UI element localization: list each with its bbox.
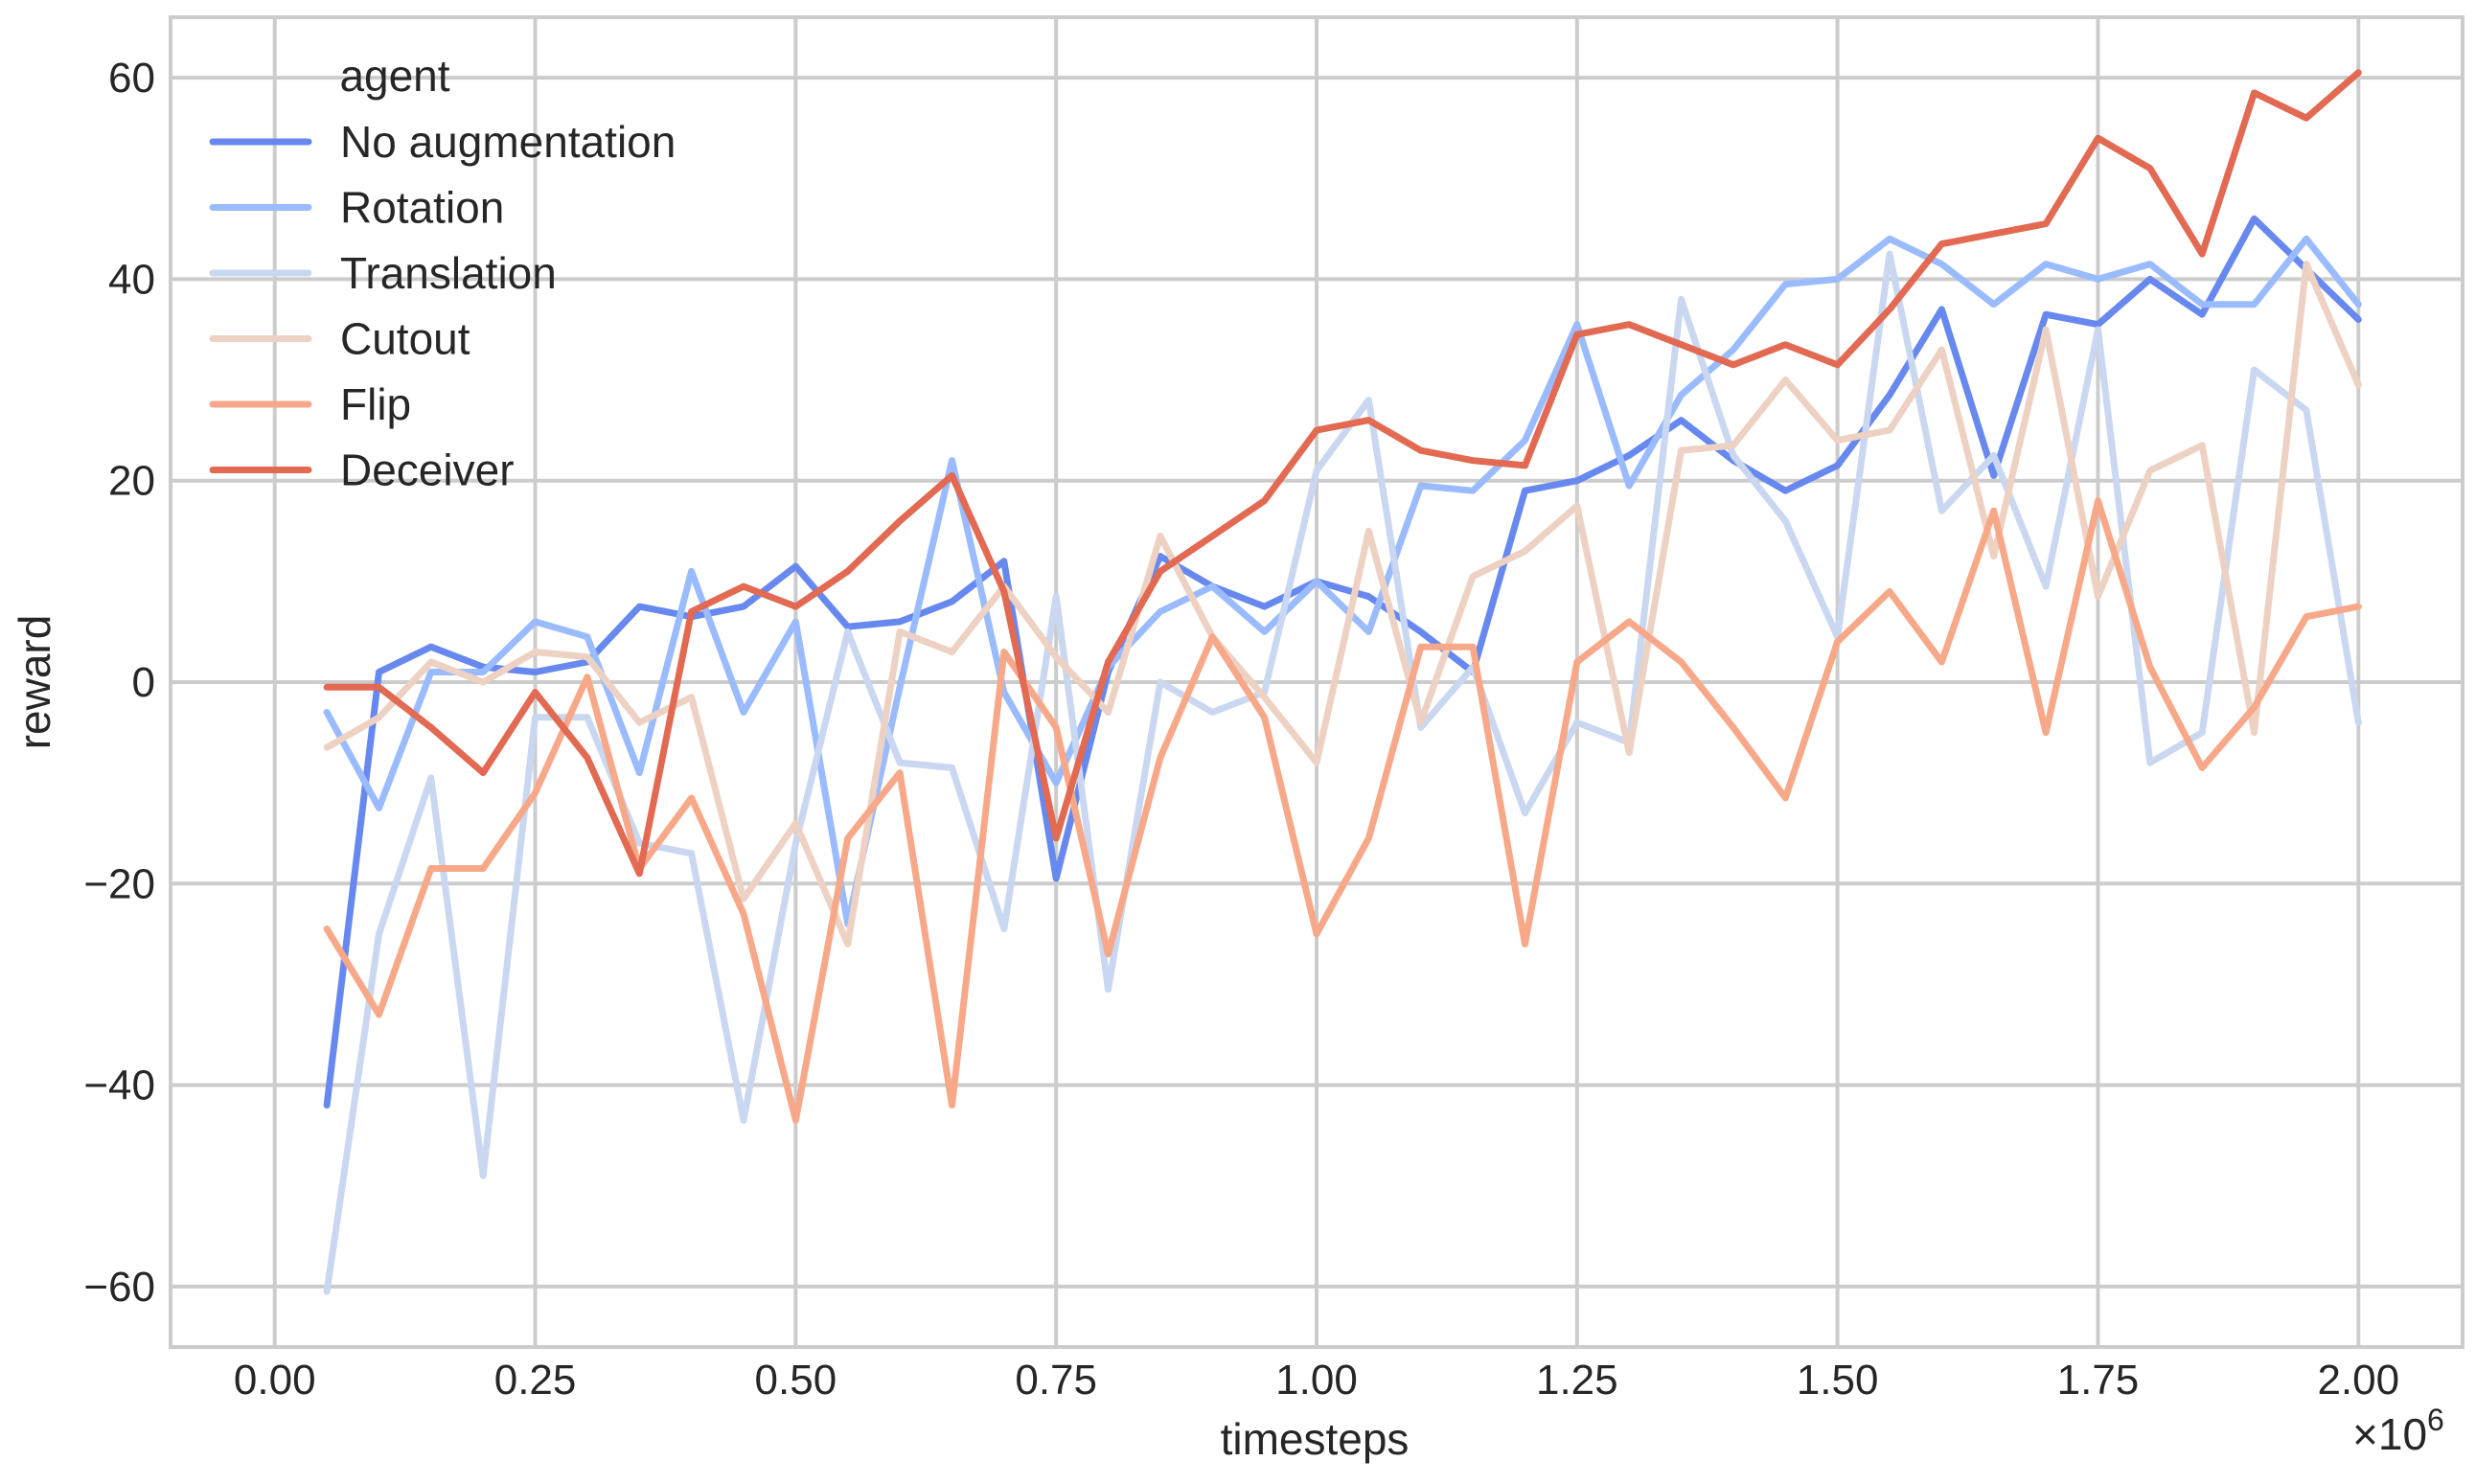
y-tick-label: 60 [108, 55, 155, 102]
y-tick-label: −40 [83, 1062, 155, 1109]
x-tick-label: 1.25 [1536, 1357, 1618, 1404]
x-tick-label: 1.75 [2057, 1357, 2140, 1404]
series-line-no-augmentation [323, 215, 2362, 1109]
x-tick-label: 0.75 [1015, 1357, 1097, 1404]
x-tick-label: 0.25 [494, 1357, 577, 1404]
y-tick-label: 20 [108, 458, 155, 505]
legend: agent No augmentation Rotation Translation… [209, 51, 676, 495]
x-tick-labels: 0.00 0.25 0.50 0.75 1.00 1.25 1.50 1.75 2.00 [234, 1357, 2399, 1404]
series-line-cutout [323, 261, 2362, 947]
series-line-deceiver [323, 69, 2362, 878]
series-lines [323, 69, 2362, 1295]
x-tick-label: 1.50 [1797, 1357, 1879, 1404]
y-axis-label: reward [10, 615, 59, 750]
series-line-flip [323, 497, 2362, 1124]
legend-title: agent [339, 51, 449, 101]
series-line-translation [323, 250, 2362, 1295]
legend-label-flip: Flip [340, 379, 411, 429]
y-tick-label: −60 [83, 1264, 155, 1311]
legend-label-rotation: Rotation [340, 183, 504, 233]
y-tick-label: 0 [132, 659, 155, 706]
x-tick-label: 2.00 [2317, 1357, 2399, 1404]
x-tick-label: 0.00 [234, 1357, 316, 1404]
y-tick-label: −20 [83, 860, 155, 907]
legend-label-translation: Translation [340, 248, 557, 298]
x-axis-multiplier-exponent: 6 [2427, 1403, 2444, 1437]
x-axis-multiplier: ×106 [2352, 1403, 2444, 1459]
y-tick-label: 40 [108, 256, 155, 303]
x-axis-label: timesteps [1221, 1414, 1410, 1464]
legend-label-no-augmentation: No augmentation [340, 117, 676, 167]
legend-label-deceiver: Deceiver [340, 445, 515, 495]
x-tick-label: 1.00 [1275, 1357, 1358, 1404]
legend-label-cutout: Cutout [340, 314, 470, 364]
y-tick-labels: −60 −40 −20 0 20 40 60 [83, 55, 155, 1311]
x-tick-label: 0.50 [755, 1357, 837, 1404]
x-axis-multiplier-base: ×10 [2352, 1409, 2427, 1459]
plot-frame [169, 15, 2465, 1349]
series-line-rotation [323, 235, 2362, 927]
